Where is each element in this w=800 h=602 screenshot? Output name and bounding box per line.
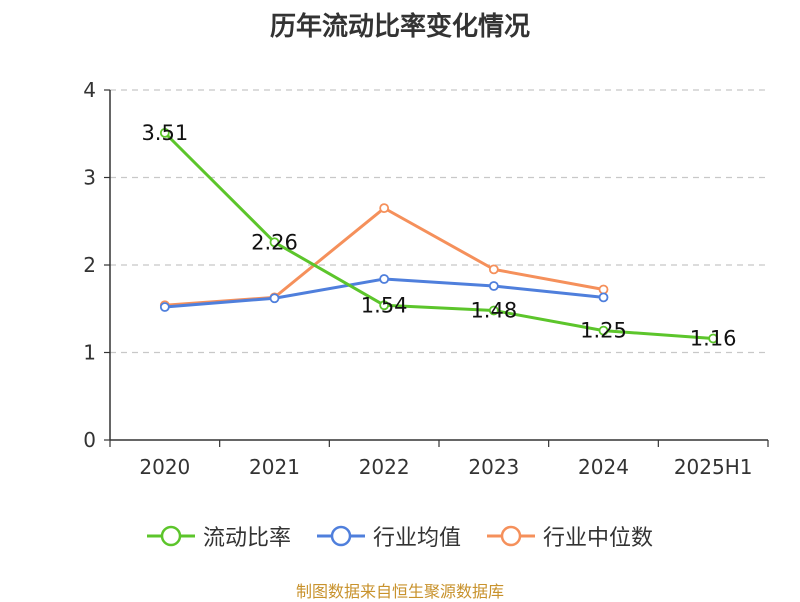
- y-tick-label: 3: [83, 166, 96, 190]
- data-point: [379, 300, 390, 311]
- data-label: 3.51: [141, 121, 188, 145]
- data-point: [598, 292, 609, 303]
- data-point: [708, 333, 719, 344]
- data-label: 1.25: [580, 319, 627, 343]
- y-tick-label: 1: [83, 341, 96, 365]
- legend-item-industry-mean[interactable]: 行业均值: [316, 520, 461, 552]
- data-point: [488, 281, 499, 291]
- legend-label-industry-mean: 行业均值: [372, 526, 461, 551]
- data-label: 1.48: [470, 299, 517, 323]
- y-tick-label: 4: [83, 78, 96, 102]
- legend-swatch-current-ratio-icon: [146, 525, 195, 547]
- x-tick-label: 2023: [468, 455, 519, 479]
- data-point: [269, 293, 280, 304]
- data-point: [598, 284, 609, 295]
- data-point: [598, 325, 609, 336]
- legend: 流动比率 行业均值 行业中位数: [0, 520, 800, 552]
- chart-title: 历年流动比率变化情况: [269, 12, 530, 42]
- series-line-0: [163, 131, 714, 340]
- legend-label-current-ratio: 流动比率: [202, 526, 291, 551]
- data-point: [379, 274, 390, 284]
- data-label: 1.16: [690, 327, 737, 351]
- data-point: [488, 305, 499, 316]
- legend-item-current-ratio[interactable]: 流动比率: [146, 520, 291, 552]
- x-tick-label: 2021: [249, 455, 300, 479]
- x-tick-label: 2024: [578, 455, 629, 479]
- y-tick-label: 2: [83, 253, 96, 277]
- data-point: [269, 237, 280, 248]
- legend-item-industry-median[interactable]: 行业中位数: [487, 520, 653, 552]
- x-tick-label: 2022: [359, 455, 410, 479]
- data-point: [159, 127, 170, 138]
- data-label: 1.54: [361, 293, 408, 317]
- x-tick-label: 2025H1: [674, 455, 753, 479]
- legend-label-industry-median: 行业中位数: [543, 526, 654, 551]
- y-tick-label: 0: [83, 428, 96, 452]
- legend-swatch-industry-mean-icon: [316, 525, 365, 547]
- source-note: 制图数据来自恒生聚源数据库: [295, 582, 504, 601]
- data-point: [488, 264, 499, 275]
- legend-swatch-industry-median-icon: [487, 525, 535, 547]
- data-point: [159, 302, 170, 312]
- data-point: [379, 203, 390, 214]
- x-tick-label: 2020: [139, 455, 190, 479]
- data-label: 2.26: [251, 230, 298, 254]
